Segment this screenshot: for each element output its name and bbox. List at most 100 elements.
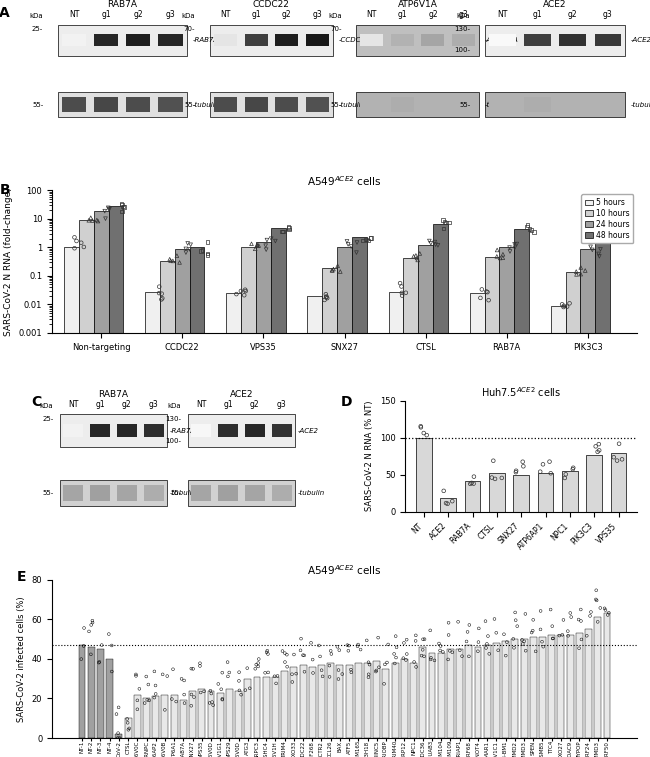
Bar — [58, 25, 187, 56]
Point — [168, 255, 178, 267]
Point — [580, 264, 590, 276]
Bar — [90, 484, 110, 501]
Bar — [306, 97, 329, 112]
Point — [608, 223, 619, 235]
Bar — [210, 25, 333, 56]
Point — [202, 249, 213, 261]
Point — [462, 635, 472, 647]
Point — [112, 732, 123, 744]
Bar — [489, 473, 505, 512]
Text: g1: g1 — [251, 10, 261, 19]
Point — [593, 615, 603, 628]
Point — [594, 444, 604, 456]
Point — [489, 613, 500, 625]
Point — [571, 268, 582, 280]
Point — [162, 670, 172, 682]
Bar — [300, 665, 307, 738]
Bar — [530, 637, 537, 738]
Bar — [62, 97, 86, 112]
Point — [319, 294, 330, 306]
Point — [116, 205, 127, 217]
Bar — [207, 690, 214, 738]
Text: -tubulin: -tubulin — [298, 490, 325, 496]
Point — [419, 633, 430, 645]
Bar — [327, 663, 334, 738]
Bar — [373, 661, 380, 738]
Bar — [595, 97, 621, 112]
Point — [284, 222, 294, 234]
Point — [608, 235, 619, 248]
Bar — [382, 668, 389, 738]
Point — [454, 644, 465, 656]
Point — [371, 665, 382, 677]
Point — [576, 615, 586, 627]
Point — [205, 684, 216, 696]
Bar — [214, 97, 237, 112]
Point — [195, 660, 205, 672]
Point — [84, 625, 94, 637]
Text: -ATP6V1A: -ATP6V1A — [485, 37, 519, 43]
Bar — [245, 424, 265, 438]
Bar — [210, 92, 333, 117]
Text: g2: g2 — [133, 10, 143, 19]
Point — [482, 638, 492, 650]
Point — [134, 683, 144, 695]
Point — [234, 684, 244, 696]
Point — [253, 660, 263, 672]
Bar — [356, 92, 479, 117]
Point — [196, 687, 206, 699]
Text: 100-: 100- — [454, 46, 470, 52]
Text: -RAB7A: -RAB7A — [170, 428, 196, 434]
Point — [236, 689, 246, 701]
Point — [585, 610, 595, 622]
Bar — [440, 498, 456, 512]
Bar — [116, 734, 122, 738]
Point — [324, 659, 335, 671]
Bar — [576, 633, 583, 738]
Bar — [428, 653, 436, 738]
Point — [591, 593, 601, 606]
Point — [322, 292, 332, 304]
Point — [487, 472, 497, 484]
Point — [517, 638, 528, 650]
Point — [87, 616, 98, 628]
Point — [521, 645, 531, 657]
Point — [443, 217, 454, 229]
Point — [389, 657, 400, 669]
Point — [562, 301, 572, 313]
Point — [416, 421, 426, 433]
Point — [443, 653, 453, 665]
Point — [397, 289, 408, 301]
Point — [185, 238, 196, 251]
Point — [505, 245, 515, 257]
Point — [599, 603, 610, 615]
Point — [188, 663, 198, 675]
Point — [166, 693, 177, 705]
Bar — [452, 97, 475, 112]
Point — [278, 645, 288, 657]
Point — [563, 630, 573, 642]
Text: 25-: 25- — [42, 416, 53, 422]
Point — [493, 644, 503, 656]
Point — [421, 429, 432, 441]
Point — [547, 632, 558, 644]
Point — [242, 662, 252, 674]
Point — [500, 650, 511, 662]
Point — [593, 248, 604, 260]
Bar — [474, 647, 482, 738]
Point — [306, 637, 317, 649]
Point — [365, 232, 376, 245]
Point — [254, 239, 264, 251]
Point — [287, 676, 298, 688]
Point — [484, 648, 495, 660]
Bar — [235, 690, 242, 738]
Point — [346, 241, 356, 253]
Bar — [191, 484, 211, 501]
Bar — [94, 211, 109, 757]
Point — [327, 264, 337, 276]
Point — [566, 611, 577, 623]
Bar — [586, 456, 602, 512]
Point — [157, 288, 167, 300]
Point — [141, 671, 151, 683]
Bar — [106, 659, 113, 738]
